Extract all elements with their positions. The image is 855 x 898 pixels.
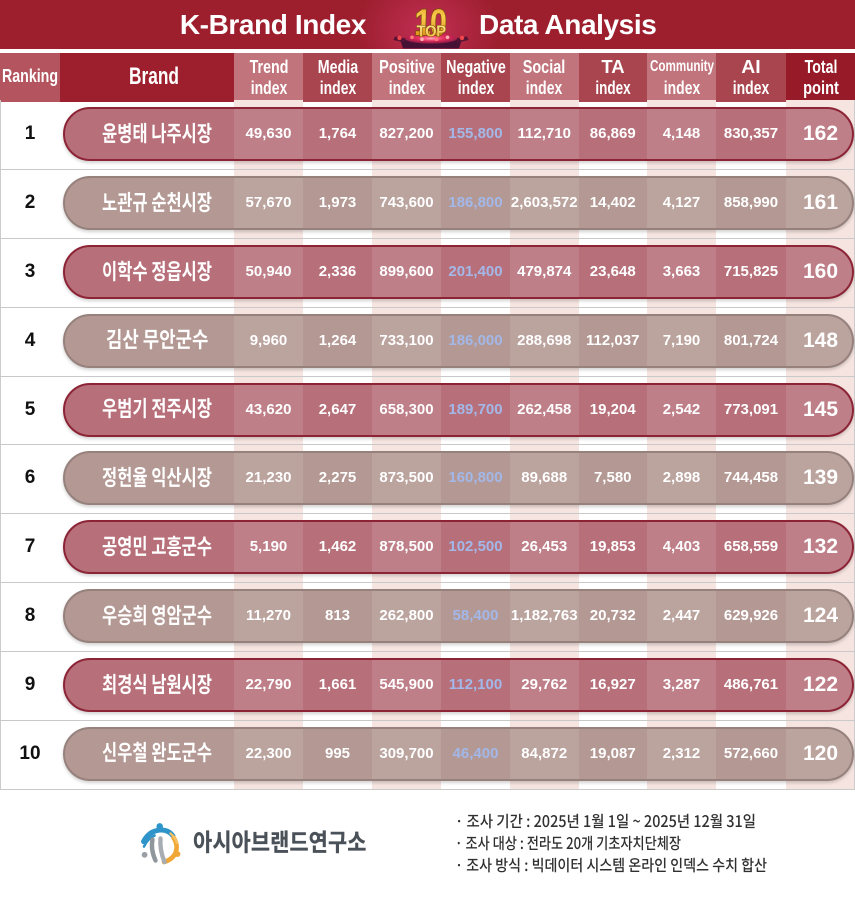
svg-text:TOP: TOP (417, 23, 446, 40)
svg-text:10: 10 (414, 2, 447, 44)
